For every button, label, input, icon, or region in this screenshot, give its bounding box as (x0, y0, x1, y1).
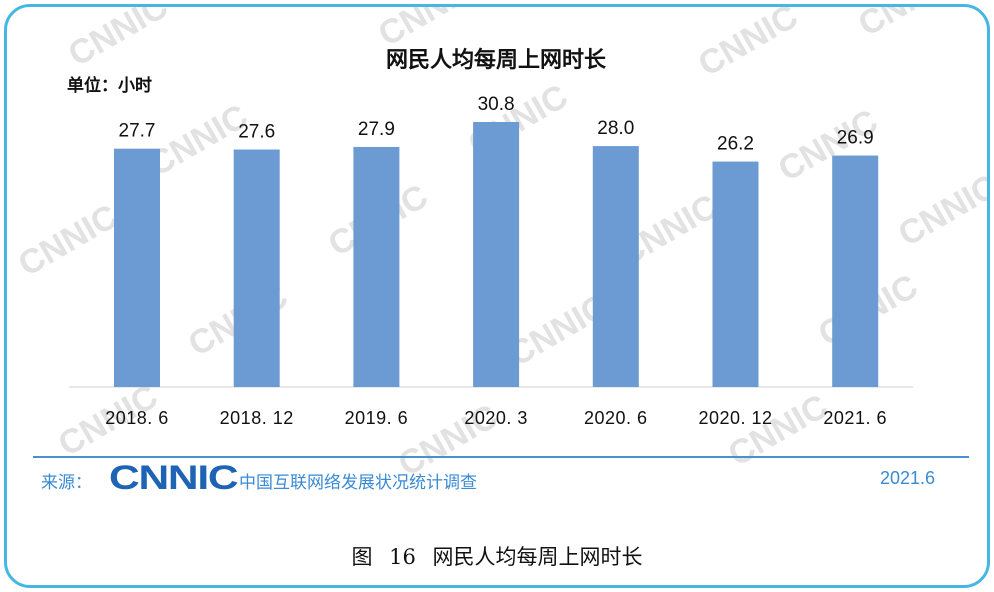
cnnic-watermark: CNNIC (722, 387, 834, 474)
value-label-2021.6: 26.9 (837, 128, 874, 149)
value-label-2018.6: 27.7 (119, 121, 156, 142)
bar-2020.6 (592, 146, 639, 387)
source-text: 中国互联网络发展状况统计调查 (239, 473, 477, 493)
cnnic-watermark: CNNIC (892, 167, 987, 254)
cnnic-watermark: CNNIC (692, 7, 804, 84)
value-label-2020.6: 28.0 (597, 118, 634, 139)
source-label: 来源： (41, 473, 92, 493)
x-tick-2019.6: 2019. 6 (345, 408, 409, 428)
unit-label: 单位：小时 (67, 75, 152, 96)
cnnic-watermark: CNNIC (12, 197, 124, 284)
cnnic-watermark: CNNIC (852, 7, 964, 44)
x-tick-2020.12: 2020. 12 (698, 408, 772, 428)
bar-2020.3 (473, 122, 520, 387)
value-label-2020.12: 26.2 (717, 134, 754, 155)
x-tick-2020.3: 2020. 3 (464, 408, 528, 428)
source-date: 2021.6 (879, 468, 935, 488)
x-tick-2021.6: 2021. 6 (823, 408, 887, 428)
value-label-2019.6: 27.9 (358, 119, 395, 140)
bar-2019.6 (353, 146, 400, 387)
x-tick-2020.6: 2020. 6 (584, 408, 648, 428)
bar-2018.12 (233, 149, 280, 387)
chart-frame: CNNIC CNNIC CNNIC CNNIC CNNIC CNNIC CNNIC CNNIC… (4, 4, 990, 588)
cnnic-logo: CNNIC (109, 459, 239, 497)
cnnic-watermark: CNNIC (372, 7, 484, 54)
bar-2020.12 (712, 161, 759, 387)
x-tick-2018.6: 2018. 6 (105, 408, 169, 428)
value-label-2020.3: 30.8 (478, 94, 515, 115)
bar-2018.6 (114, 148, 160, 387)
cnnic-watermark: CNNIC (62, 7, 174, 74)
source-divider (33, 456, 969, 458)
bar-2021.6 (832, 155, 879, 387)
figure-caption: 图 16 网民人均每周上网时长 (351, 545, 643, 569)
bars-layer: 27.7 2018. 6 27.6 2018. 12 27.9 2019. 6 30.8 20… (105, 94, 887, 428)
x-tick-2018.12: 2018. 12 (220, 408, 294, 428)
value-label-2018.12: 27.6 (238, 122, 275, 143)
chart-title: 网民人均每周上网时长 (386, 47, 607, 73)
